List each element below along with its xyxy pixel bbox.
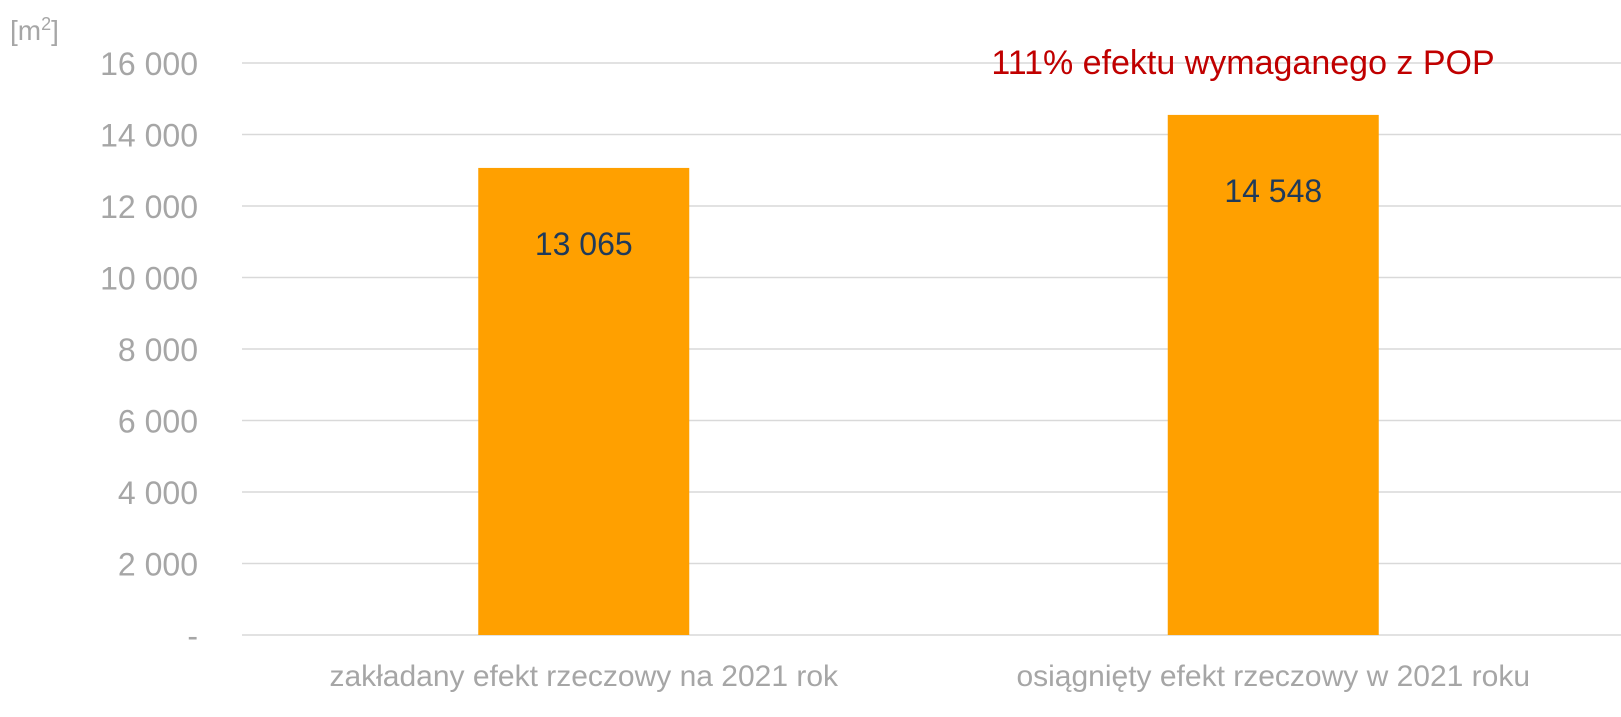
y-axis-unit-label: [m2] xyxy=(10,14,59,46)
data-label: 14 548 xyxy=(1224,173,1322,209)
y-axis-unit-superscript: 2 xyxy=(41,14,51,34)
y-tick-label: 8 000 xyxy=(118,332,198,368)
y-axis-unit-base: [m xyxy=(10,15,41,46)
bar xyxy=(1167,114,1379,635)
data-label: 13 065 xyxy=(535,226,633,262)
y-axis-unit-end: ] xyxy=(51,15,59,46)
x-tick-label: osiągnięty efekt rzeczowy w 2021 roku xyxy=(1016,660,1530,693)
label-layer: - 2 000 4 000 6 000 8 000 10 000 12 000 14 000 1… xyxy=(100,46,1530,693)
y-tick-label: 6 000 xyxy=(118,404,198,440)
y-tick-label: - xyxy=(187,618,198,654)
bar-layer xyxy=(478,114,1379,635)
bar xyxy=(478,167,690,635)
y-tick-label: 10 000 xyxy=(100,261,198,297)
y-tick-label: 12 000 xyxy=(100,189,198,225)
grid-layer xyxy=(242,62,1621,636)
chart-annotation: 111% efektu wymaganego z POP xyxy=(991,44,1494,82)
y-tick-label: 4 000 xyxy=(118,475,198,511)
x-tick-label: zakładany efekt rzeczowy na 2021 rok xyxy=(329,660,839,693)
y-tick-label: 16 000 xyxy=(100,46,198,82)
y-tick-label: 14 000 xyxy=(100,118,198,154)
y-tick-label: 2 000 xyxy=(118,547,198,583)
